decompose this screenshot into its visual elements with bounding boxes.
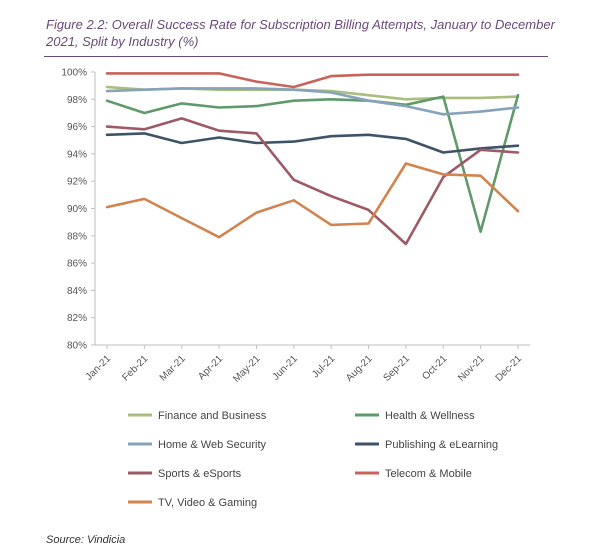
legend-label: TV, Video & Gaming [158, 497, 257, 509]
series-line-health-wellness [105, 93, 520, 233]
y-tick-label: 84% [67, 286, 87, 297]
x-tick-label: Jan-21 [84, 353, 114, 383]
series-line-home-web-security [105, 87, 520, 116]
legend-label: Health & Wellness [385, 410, 475, 422]
series-line-tv-video-gaming [105, 162, 520, 239]
x-tick-label: Mar-21 [158, 353, 188, 383]
x-tick-label: Jun-21 [271, 353, 301, 383]
series-line-sports-esports [105, 117, 520, 246]
legend-label: Telecom & Mobile [385, 468, 472, 480]
legend-item: Publishing & eLearning [355, 439, 498, 451]
legend-label: Publishing & eLearning [385, 439, 498, 451]
y-tick-label: 80% [67, 341, 87, 352]
x-tick-label: Jul-21 [310, 353, 337, 380]
y-tick-label: 94% [67, 149, 87, 160]
title-divider [44, 56, 548, 57]
series-line-publishing-elearning [105, 132, 520, 154]
legend-item: Sports & eSports [128, 468, 242, 480]
legend-item: Telecom & Mobile [355, 468, 472, 480]
legend-label: Sports & eSports [158, 468, 242, 480]
x-tick-label: Apr-21 [196, 353, 225, 382]
y-tick-label: 82% [67, 313, 87, 324]
y-tick-label: 90% [67, 204, 87, 215]
legend-item: Finance and Business [128, 410, 267, 422]
y-tick-label: 92% [67, 177, 87, 188]
series-line-telecom-mobile [105, 72, 520, 89]
y-tick-label: 96% [67, 122, 87, 133]
x-tick-label: Sep-21 [381, 353, 412, 384]
source-note: Source: Vindicia [46, 534, 126, 546]
series-lines [105, 72, 520, 246]
x-tick-label: May-21 [231, 353, 263, 385]
x-axis: Jan-21 Feb-21 Mar-21 Apr-21 May-21 Jun-21 Jul-… [84, 344, 530, 385]
legend: Finance and Business Health & Wellness Hom… [128, 410, 498, 509]
y-tick-label: 100% [61, 68, 87, 79]
x-tick-label: Nov-21 [456, 353, 487, 384]
x-tick-label: Oct-21 [420, 353, 449, 382]
x-tick-label: Aug-21 [344, 353, 375, 384]
legend-label: Finance and Business [158, 410, 267, 422]
y-tick-label: 86% [67, 259, 87, 270]
legend-item: TV, Video & Gaming [128, 497, 257, 509]
x-tick-label: Feb-21 [120, 353, 150, 383]
legend-label: Home & Web Security [158, 439, 267, 451]
legend-item: Health & Wellness [355, 410, 475, 422]
y-tick-label: 98% [67, 95, 87, 106]
figure-title: Figure 2.2: Overall Success Rate for Sub… [46, 17, 555, 49]
y-axis: 100% 98% 96% 94% 92% 90% 88% 86% 84% 82% 80% [61, 68, 96, 352]
legend-item: Home & Web Security [128, 439, 267, 451]
x-tick-label: Dec-21 [494, 353, 525, 384]
y-tick-label: 88% [67, 231, 87, 242]
